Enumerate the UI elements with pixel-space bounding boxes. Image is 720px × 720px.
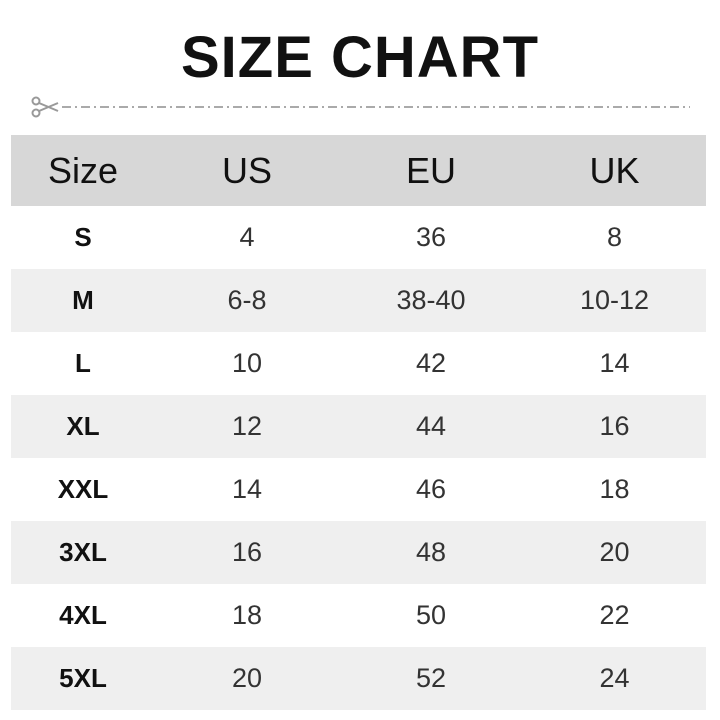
cell-uk: 8 bbox=[606, 222, 623, 252]
cell-eu: 52 bbox=[415, 663, 447, 693]
cut-line bbox=[31, 96, 690, 118]
cell-us: 16 bbox=[231, 537, 263, 567]
page-title: SIZE CHART bbox=[181, 25, 539, 90]
table-row: 3XL 16 48 20 bbox=[11, 521, 706, 584]
size-table: Size US EU UK S 4 36 8 M 6-8 38-40 10-12 L 10 42 14… bbox=[11, 135, 706, 710]
cell-size: 4XL bbox=[59, 600, 107, 630]
cell-size: M bbox=[72, 285, 94, 315]
cell-uk: 22 bbox=[599, 600, 630, 630]
cell-uk: 10-12 bbox=[579, 285, 650, 315]
cell-size: 5XL bbox=[59, 663, 107, 693]
table-row: XXL 14 46 18 bbox=[11, 458, 706, 521]
cell-us: 6-8 bbox=[227, 285, 267, 315]
header-uk: UK bbox=[589, 149, 640, 191]
cell-us: 4 bbox=[239, 222, 255, 252]
header-us: US bbox=[221, 149, 272, 191]
scissors-icon bbox=[31, 96, 59, 118]
cell-eu: 50 bbox=[415, 600, 447, 630]
cell-size: XL bbox=[66, 411, 100, 441]
cell-eu: 36 bbox=[415, 222, 447, 252]
cell-eu: 42 bbox=[415, 348, 447, 378]
table-row: S 4 36 8 bbox=[11, 206, 706, 269]
cell-eu: 38-40 bbox=[396, 285, 466, 315]
cell-uk: 20 bbox=[599, 537, 630, 567]
header-size: Size bbox=[47, 149, 119, 191]
table-row: 5XL 20 52 24 bbox=[11, 647, 706, 710]
cell-us: 18 bbox=[231, 600, 263, 630]
table-row: XL 12 44 16 bbox=[11, 395, 706, 458]
table-body: S 4 36 8 M 6-8 38-40 10-12 L 10 42 14 XL 12 44 16 XXL 14 4… bbox=[11, 206, 706, 710]
cell-size: 3XL bbox=[59, 537, 107, 567]
cell-eu: 48 bbox=[415, 537, 447, 567]
cell-us: 12 bbox=[231, 411, 263, 441]
table-row: 4XL 18 50 22 bbox=[11, 584, 706, 647]
table-header: Size US EU UK bbox=[11, 135, 706, 206]
cell-uk: 18 bbox=[599, 474, 630, 504]
cell-us: 20 bbox=[231, 663, 263, 693]
cell-eu: 46 bbox=[415, 474, 447, 504]
cell-us: 10 bbox=[231, 348, 263, 378]
table-row: L 10 42 14 bbox=[11, 332, 706, 395]
cell-size: L bbox=[75, 348, 91, 378]
cell-uk: 16 bbox=[599, 411, 630, 441]
header-eu: EU bbox=[405, 149, 456, 191]
cell-uk: 14 bbox=[599, 348, 630, 378]
table-row: M 6-8 38-40 10-12 bbox=[11, 269, 706, 332]
cell-size: S bbox=[74, 222, 92, 252]
cell-us: 14 bbox=[231, 474, 263, 504]
cell-eu: 44 bbox=[415, 411, 447, 441]
cell-size: XXL bbox=[57, 474, 109, 504]
cell-uk: 24 bbox=[599, 663, 630, 693]
